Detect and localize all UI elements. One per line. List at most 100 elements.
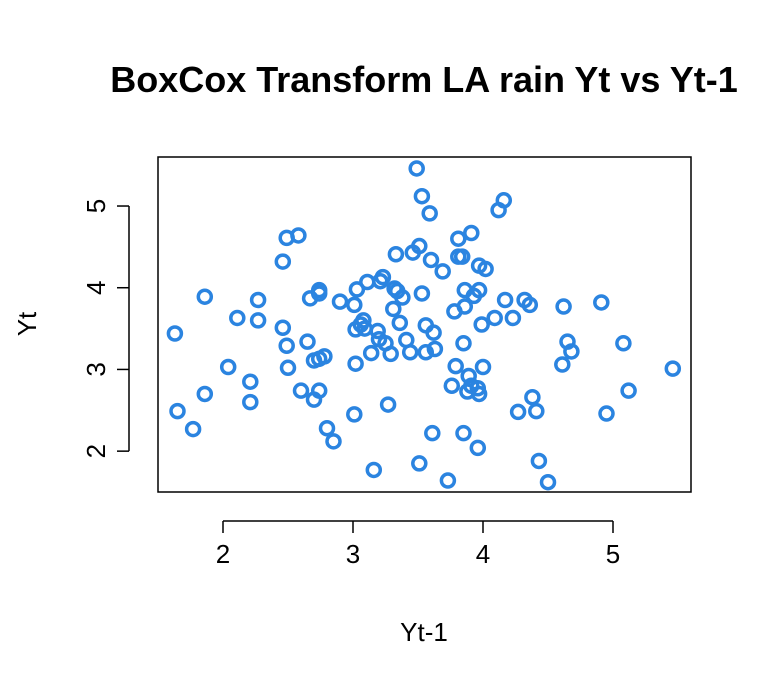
data-point xyxy=(391,314,409,332)
data-point xyxy=(374,268,392,286)
data-point xyxy=(450,230,467,247)
data-point xyxy=(593,294,610,311)
data-point xyxy=(242,373,259,390)
data-point xyxy=(278,337,295,354)
data-point xyxy=(408,160,425,177)
data-point xyxy=(473,316,490,333)
data-point xyxy=(455,335,472,352)
data-point xyxy=(169,402,186,420)
data-point xyxy=(316,348,333,365)
data-point xyxy=(469,439,487,457)
data-point xyxy=(385,300,402,318)
data-point xyxy=(524,388,541,406)
data-point xyxy=(496,291,514,309)
data-point xyxy=(413,187,431,205)
data-point xyxy=(346,406,363,423)
data-point xyxy=(365,461,383,479)
data-point xyxy=(292,382,310,399)
data-point xyxy=(521,296,539,314)
data-point xyxy=(379,396,397,413)
data-point xyxy=(421,205,438,222)
data-point xyxy=(598,405,615,422)
data-point xyxy=(325,433,342,450)
data-points xyxy=(166,160,682,491)
y-axis: 2 3 4 5 xyxy=(81,199,130,458)
data-point xyxy=(310,285,328,302)
y-tick-label: 2 xyxy=(81,444,111,458)
data-point xyxy=(554,356,571,373)
data-point xyxy=(470,281,488,299)
data-point xyxy=(495,192,513,209)
data-point xyxy=(274,319,292,337)
data-point xyxy=(249,291,267,309)
data-point xyxy=(417,344,435,361)
y-axis-label: Yt xyxy=(12,311,42,336)
data-point xyxy=(369,322,386,340)
data-point xyxy=(426,340,444,358)
data-point xyxy=(439,472,457,489)
data-point xyxy=(196,385,214,403)
x-tick-label: 4 xyxy=(476,539,490,569)
data-point xyxy=(477,260,494,278)
data-point xyxy=(460,367,477,385)
chart-title: BoxCox Transform LA rain Yt vs Yt-1 xyxy=(110,59,738,100)
data-point xyxy=(279,359,297,377)
data-point xyxy=(242,393,259,411)
data-point xyxy=(453,248,471,265)
data-point xyxy=(563,343,580,360)
data-point xyxy=(474,358,492,376)
data-point xyxy=(413,285,431,302)
data-point xyxy=(362,344,380,362)
data-point xyxy=(443,377,461,395)
x-tick-label: 2 xyxy=(216,539,230,569)
data-point xyxy=(539,473,557,491)
data-point xyxy=(347,355,364,372)
data-point xyxy=(447,357,464,375)
data-point xyxy=(394,289,411,306)
data-point xyxy=(434,263,451,280)
data-point xyxy=(422,251,440,269)
data-point xyxy=(664,360,682,377)
data-point xyxy=(424,424,441,442)
data-point xyxy=(310,382,328,399)
data-point xyxy=(331,293,349,310)
data-point xyxy=(355,312,372,329)
y-tick-label: 4 xyxy=(81,280,111,294)
data-point xyxy=(359,273,376,291)
data-point xyxy=(411,455,428,472)
data-point xyxy=(530,452,548,470)
data-point xyxy=(456,298,474,315)
data-point xyxy=(184,420,202,438)
x-tick-label: 3 xyxy=(346,539,360,569)
data-point xyxy=(486,309,503,327)
data-point xyxy=(411,237,428,255)
data-point xyxy=(196,288,214,305)
data-point xyxy=(509,403,527,421)
x-tick-label: 5 xyxy=(606,539,620,569)
y-tick-label: 5 xyxy=(81,199,111,213)
data-point xyxy=(555,298,572,315)
data-point xyxy=(455,424,472,442)
data-point xyxy=(620,382,637,399)
data-point xyxy=(382,345,399,363)
x-axis-label: Yt-1 xyxy=(400,617,448,647)
x-axis: 2 3 4 5 xyxy=(216,520,620,569)
data-point xyxy=(219,358,237,376)
data-point xyxy=(249,312,267,329)
y-tick-label: 3 xyxy=(81,362,111,376)
plot-frame xyxy=(157,156,692,493)
data-point xyxy=(318,420,336,437)
data-point xyxy=(274,253,292,270)
data-point xyxy=(401,344,419,361)
data-point xyxy=(528,402,545,420)
data-point xyxy=(229,309,246,327)
data-point xyxy=(387,245,405,263)
data-point xyxy=(504,309,522,327)
data-point xyxy=(470,385,488,403)
data-point xyxy=(346,296,363,314)
data-point xyxy=(299,333,316,350)
data-point xyxy=(348,281,366,298)
data-point xyxy=(463,224,480,242)
data-point xyxy=(425,324,442,341)
